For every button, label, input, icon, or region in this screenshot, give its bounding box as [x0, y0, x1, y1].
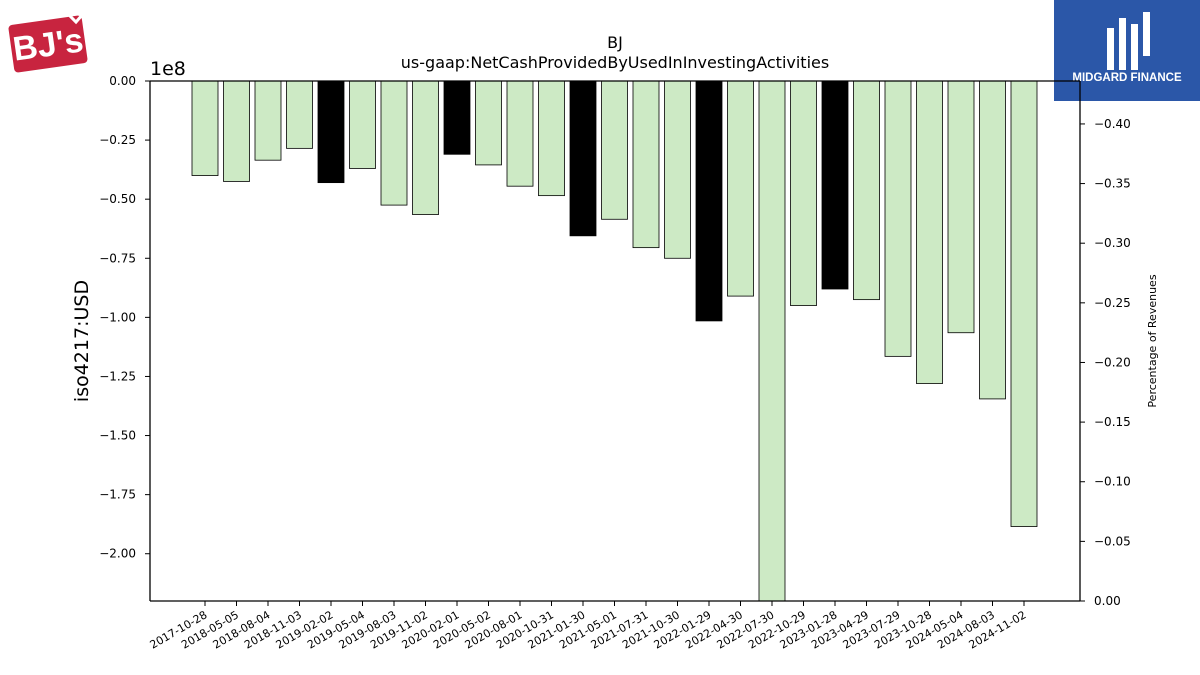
bar-2023-04-29 [853, 80, 880, 301]
y-tick-label: −1.00 [99, 310, 136, 324]
y-axis-label: iso4217:USD [71, 280, 93, 402]
bar-2018-11-03 [286, 80, 313, 149]
bar-2021-07-31 [632, 80, 660, 249]
bar-2023-10-28 [916, 80, 943, 384]
bar-2017-10-28 [191, 80, 219, 176]
bar-2024-08-03 [979, 80, 1006, 400]
bar-2019-08-03 [380, 80, 408, 206]
y-tick-label: −0.25 [99, 133, 136, 147]
x-axis: 2017-10-282018-05-052018-08-042018-11-03… [148, 601, 1029, 652]
logo-text: MIDGARD FINANCE [1072, 72, 1182, 84]
bar-2019-11-02 [412, 80, 439, 215]
bar-2018-08-04 [254, 80, 282, 161]
y2-tick-label: −0.15 [1094, 415, 1131, 429]
bar-2022-04-30 [727, 80, 754, 297]
y2-tick-label: −0.20 [1094, 355, 1131, 369]
bar-2022-01-29 [695, 80, 723, 322]
y2-tick-label: −0.35 [1094, 177, 1131, 191]
y-tick-label: −2.00 [99, 547, 136, 561]
bar-2020-08-01 [506, 80, 534, 187]
bar-2024-11-02 [1010, 80, 1038, 527]
y-tick-label: −0.75 [99, 251, 136, 265]
bjs-logo: BJ's [8, 5, 92, 73]
bar-2019-02-02 [317, 80, 345, 184]
y2-tick-label: −0.05 [1094, 534, 1131, 548]
y-tick-label: −1.50 [99, 429, 136, 443]
y-tick-label: −1.25 [99, 369, 136, 383]
y2-axis-label: Percentage of Revenues [1146, 274, 1159, 407]
y2-tick-label: 0.00 [1094, 594, 1121, 608]
bar-2020-02-01 [443, 80, 471, 155]
bar-2021-01-30 [569, 80, 597, 237]
y2-tick-label: −0.25 [1094, 296, 1131, 310]
y2-axis: 0.00 −0.05 −0.10 −0.15 −0.20 −0.25 −0.30 −0.35 −… [1080, 117, 1131, 608]
axes-frame [149, 80, 1081, 602]
chart-subtitle: us-gaap:NetCashProvidedByUsedInInvesting… [401, 53, 829, 72]
bar-2021-05-01 [601, 80, 628, 220]
bar-2018-05-05 [223, 80, 250, 182]
bar-2022-10-29 [790, 80, 817, 306]
y2-tick-label: −0.40 [1094, 117, 1131, 131]
y-tick-label: −0.50 [99, 192, 136, 206]
chart-title: BJ [607, 33, 623, 52]
midgard-finance-logo: MIDGARD FINANCE [1054, 0, 1200, 101]
y-axis: 0.00 −0.25 −0.50 −0.75 −1.00 −1.25 −1.50 −1.75 −… [99, 74, 150, 561]
y-tick-label: −1.75 [99, 488, 136, 502]
bar-2021-10-30 [664, 80, 691, 259]
bars-group [191, 80, 1038, 602]
bar-2024-05-04 [947, 80, 975, 334]
y2-tick-label: −0.10 [1094, 475, 1131, 489]
bar-2023-01-28 [821, 80, 849, 290]
bar-2020-05-02 [475, 80, 502, 166]
bar-2022-07-30 [758, 80, 786, 602]
bar-2019-05-04 [349, 80, 376, 169]
y-axis-offset-label: 1e8 [150, 58, 186, 80]
bar-2020-10-31 [538, 80, 565, 197]
bar-2023-07-29 [884, 80, 912, 357]
y2-tick-label: −0.30 [1094, 236, 1131, 250]
y-tick-label: 0.00 [109, 74, 136, 88]
